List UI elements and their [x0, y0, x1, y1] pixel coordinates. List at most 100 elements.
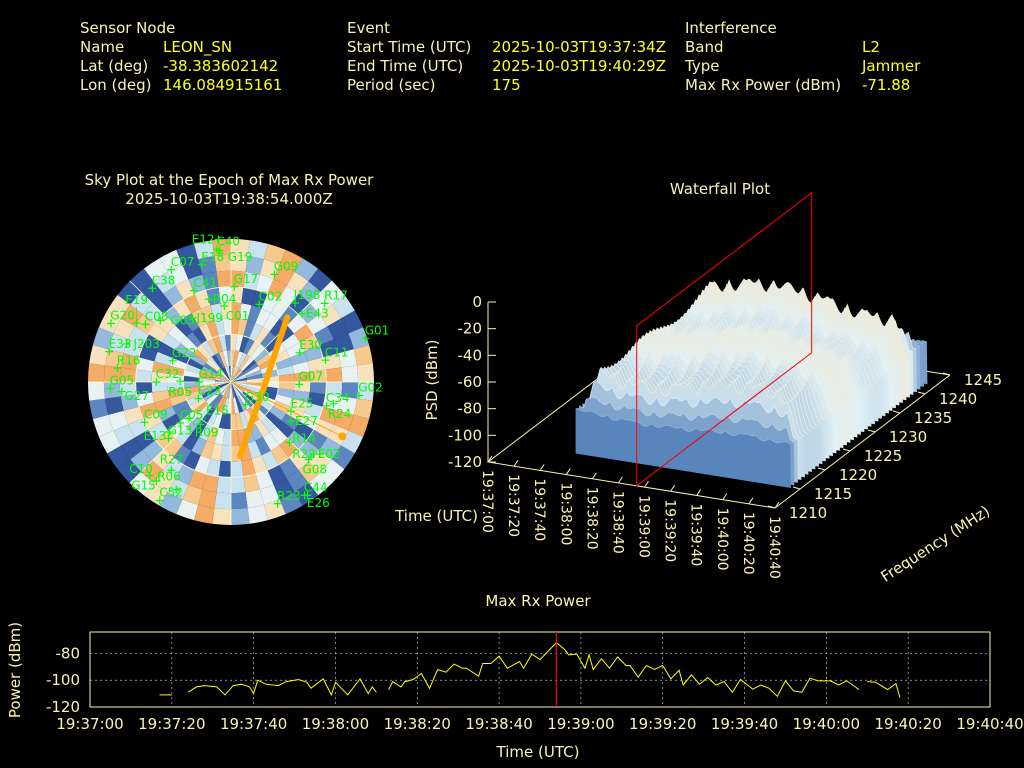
- heatmap-cell: [136, 357, 155, 372]
- heatmap-cell: [157, 342, 176, 358]
- heatmap-cell: [168, 365, 185, 376]
- heatmap-cell: [218, 286, 231, 304]
- heatmap-cell: [206, 320, 219, 338]
- satellite-marker: [141, 320, 150, 329]
- heatmap-cell: [287, 314, 307, 334]
- satellite-marker: [185, 414, 194, 423]
- heatmap-cell: [353, 398, 373, 419]
- surface-ridge: [694, 278, 910, 355]
- heatmap-cell: [201, 366, 218, 376]
- heatmap-cell: [247, 305, 262, 324]
- heatmap-cell: [325, 367, 343, 382]
- heatmap-cell: [198, 489, 217, 508]
- heatmap-cell: [92, 327, 114, 350]
- satellite-marker: [273, 499, 282, 508]
- heatmap-cell: [222, 318, 231, 335]
- heatmap-cell: [255, 437, 271, 456]
- satellite-label: J199: [196, 311, 223, 325]
- time-tick: [696, 489, 702, 496]
- heatmap-cell: [154, 351, 173, 366]
- heatmap-cell: [183, 386, 201, 395]
- heatmap-cell: [264, 411, 282, 427]
- heatmap-cell: [183, 382, 200, 389]
- heatmap-cell: [167, 478, 189, 500]
- heatmap-cell: [260, 415, 276, 433]
- satellite-label: C38: [152, 274, 176, 288]
- heatmap-cell: [231, 413, 238, 430]
- heatmap-cell: [238, 394, 251, 410]
- epoch-plane: [636, 191, 813, 487]
- time-tick-label: 19:40:20: [740, 512, 756, 575]
- heatmap-cell: [231, 254, 248, 272]
- satellite-label: G15: [131, 479, 156, 493]
- heatmap-cell: [249, 323, 263, 341]
- satellite-label: R24: [328, 407, 352, 421]
- heatmap-cell: [202, 474, 219, 493]
- heatmap-cell: [348, 414, 370, 437]
- satellite-marker: [140, 418, 149, 427]
- heatmap-cell: [215, 352, 225, 369]
- heatmap-cell: [224, 366, 231, 382]
- heatmap-cell: [237, 352, 247, 369]
- heatmap-cell: [214, 428, 225, 445]
- heatmap-cell: [226, 350, 231, 367]
- satellite-marker: [107, 319, 116, 328]
- heatmap-cell: [163, 438, 183, 458]
- period-label: Period (sec): [347, 76, 436, 94]
- heatmap-cell: [119, 382, 137, 397]
- heatmap-cell: [208, 356, 222, 371]
- waterfall-title: Waterfall Plot: [669, 180, 771, 198]
- heatmap-cell: [240, 356, 254, 371]
- time-tick: [644, 480, 649, 488]
- heatmap-cell: [210, 443, 223, 461]
- heatmap-cell: [273, 478, 295, 500]
- time-tick: [618, 476, 623, 484]
- heatmap-cell: [242, 359, 257, 373]
- heatmap-cell: [246, 373, 263, 380]
- heatmap-cell: [323, 353, 342, 370]
- satellite-marker: [220, 302, 229, 311]
- heatmap-cell: [235, 334, 244, 352]
- satellite-label: G19: [228, 250, 253, 264]
- heatmap-cell: [108, 410, 129, 431]
- satellite-markers: [105, 235, 370, 508]
- heatmap-cell: [199, 377, 216, 382]
- heatmap-cell: [289, 398, 308, 413]
- heatmap-cell: [286, 271, 309, 294]
- satellite-marker: [176, 418, 185, 427]
- heatmap-cell: [200, 386, 217, 395]
- heatmap-cell: [154, 398, 173, 413]
- heatmap-cell: [341, 310, 364, 334]
- satellite-marker: [214, 235, 223, 244]
- y-tick-label: -100: [46, 671, 80, 689]
- heatmap-cell: [239, 336, 250, 353]
- heatmap-cell: [246, 340, 260, 357]
- heatmap-cell: [183, 450, 201, 471]
- y-tick-label: -80: [56, 644, 81, 662]
- heatmap-cell: [267, 464, 287, 485]
- heatmap-cell: [169, 394, 187, 407]
- surface-ridge: [690, 281, 906, 358]
- heatmap-cell: [299, 412, 320, 430]
- time-axis-label: Time (UTC): [394, 507, 478, 525]
- heatmap-cell: [294, 421, 314, 440]
- sky-plot-subtitle: 2025-10-03T19:38:54.000Z: [125, 190, 333, 208]
- heatmap-cell: [214, 492, 231, 510]
- heatmap-cell: [231, 377, 247, 382]
- satellite-marker: [241, 400, 250, 409]
- heatmap-cell: [141, 460, 164, 483]
- satellite-label: R14: [292, 431, 316, 445]
- heatmap-cell: [353, 345, 373, 366]
- heatmap-cell: [256, 353, 273, 367]
- heatmap-cell: [218, 412, 227, 430]
- heatmap-cell: [292, 390, 310, 403]
- heatmap-cell: [221, 368, 231, 382]
- heatmap-cell: [275, 420, 294, 439]
- heatmap-cell: [243, 474, 260, 493]
- satellite-marker: [329, 399, 338, 408]
- heatmap-cell: [231, 367, 239, 382]
- time-tick: [722, 493, 728, 500]
- satellite-label: C01: [226, 309, 250, 323]
- x-tick-label: 19:40:40: [956, 715, 1023, 733]
- frequency-tick-label: 1240: [939, 390, 977, 408]
